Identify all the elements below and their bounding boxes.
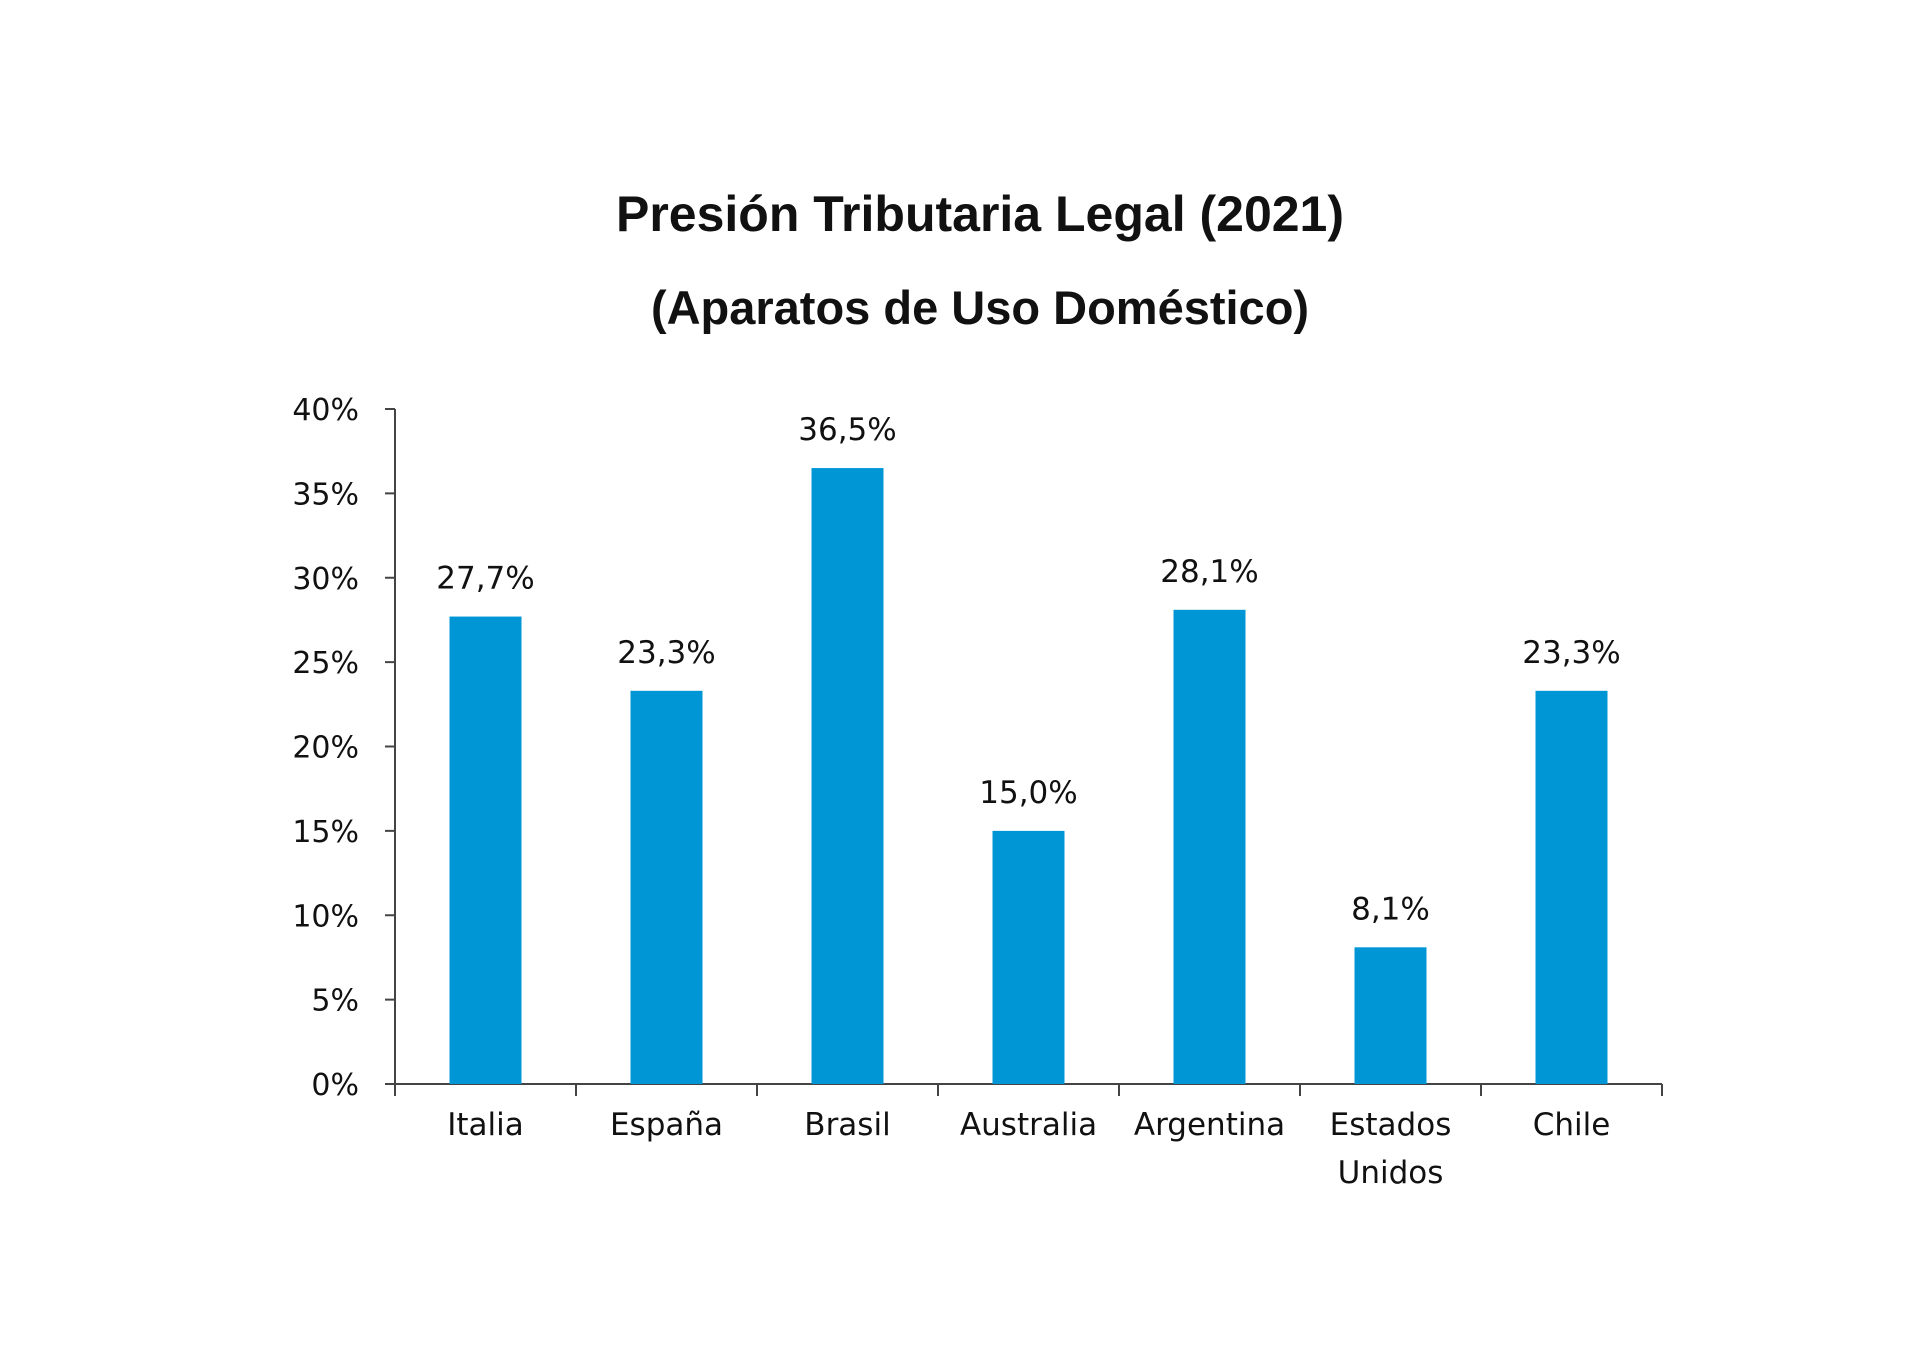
data-label: 36,5%: [798, 412, 896, 448]
bars: [449, 468, 1608, 1084]
bar: [630, 690, 703, 1084]
data-label: 23,3%: [1522, 635, 1620, 671]
category-label: Brasil: [804, 1107, 890, 1143]
bar: [992, 830, 1065, 1084]
data-label: 23,3%: [617, 635, 715, 671]
x-axis: Italia España Brasil Australia Argentina Esta…: [394, 1083, 1663, 1191]
chart-subtitle: (Aparatos de Uso Doméstico): [650, 281, 1310, 334]
category-label-line: Italia: [447, 1107, 524, 1143]
category-label: España: [610, 1107, 723, 1143]
bar: [811, 468, 884, 1084]
category-label: Italia: [447, 1107, 524, 1143]
y-tick-label: 30%: [292, 562, 359, 597]
category-label: Argentina: [1134, 1107, 1285, 1143]
category-label-line: Australia: [960, 1107, 1097, 1143]
chart-title: Presión Tributaria Legal (2021): [615, 186, 1345, 242]
y-axis: 0% 5% 10% 15% 20% 25% 30% 35% 40%: [292, 393, 396, 1103]
category-label: Australia: [960, 1107, 1097, 1143]
y-tick-label: 40%: [292, 393, 359, 428]
category-label: Estados Unidos: [1330, 1107, 1452, 1191]
category-label-line: Argentina: [1134, 1107, 1285, 1143]
y-tick-label: 35%: [292, 477, 359, 512]
category-label-line: Chile: [1533, 1107, 1611, 1143]
category-label-line: España: [610, 1107, 723, 1143]
category-label-line: Unidos: [1338, 1155, 1444, 1191]
category-label: Chile: [1533, 1107, 1611, 1143]
y-tick-label: 20%: [292, 731, 359, 766]
bar: [1354, 947, 1427, 1084]
category-label-line: Brasil: [804, 1107, 890, 1143]
y-tick-label: 10%: [292, 899, 359, 934]
data-label: 15,0%: [979, 775, 1077, 811]
data-label: 8,1%: [1351, 891, 1430, 927]
data-labels: 27,7% 23,3% 36,5% 15,0% 28,1% 8,1% 23,3%: [436, 412, 1620, 927]
y-tick-label: 15%: [292, 815, 359, 850]
data-label: 28,1%: [1160, 554, 1258, 590]
data-label: 27,7%: [436, 561, 534, 597]
bar: [449, 616, 522, 1084]
bar: [1173, 609, 1246, 1084]
category-label-line: Estados: [1330, 1107, 1452, 1143]
y-tick-label: 25%: [292, 646, 359, 681]
y-tick-label: 0%: [311, 1068, 359, 1103]
y-tick-label: 5%: [311, 984, 359, 1019]
bar: [1535, 690, 1608, 1084]
